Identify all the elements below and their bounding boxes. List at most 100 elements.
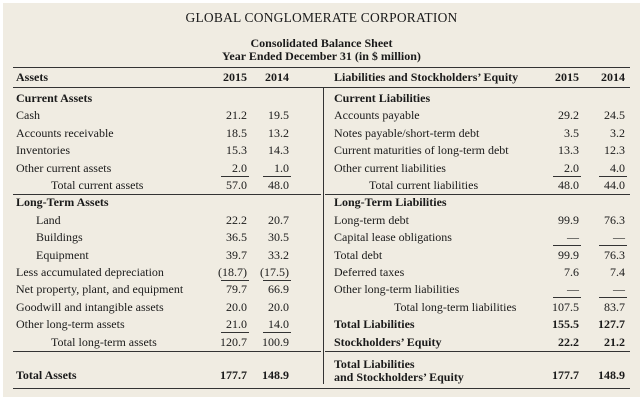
liability-value-2015: — xyxy=(567,282,579,297)
liability-value-2014: — xyxy=(613,230,625,245)
asset-row: Less accumulated depreciation (18.7) (17.5… xyxy=(3,264,640,280)
asset-value-2015: 18.5 xyxy=(226,125,247,140)
total-liab-equity-2014: 148.9 xyxy=(598,368,625,382)
asset-row: Long-Term Assets xyxy=(3,194,640,210)
column-divider xyxy=(323,88,324,384)
asset-value-2014: (17.5) xyxy=(260,265,289,279)
liability-value-2015: 2.0 xyxy=(564,160,579,175)
asset-value-2015: 79.7 xyxy=(226,282,247,297)
liability-row-label: Total long-term liabilities xyxy=(394,299,517,314)
footer-rule xyxy=(13,388,630,389)
liability-row-label: Total debt xyxy=(334,247,383,262)
liability-row-label: Current Liabilities xyxy=(334,91,431,105)
header-top-rule xyxy=(13,67,630,68)
liability-row-label: Total Liabilities xyxy=(334,317,415,332)
statement-title: Consolidated Balance Sheet xyxy=(250,36,393,50)
liability-row: Long-term debt 99.9 76.3 xyxy=(3,212,640,228)
asset-value-2015: 20.0 xyxy=(226,299,247,314)
asset-value-2015: 15.3 xyxy=(226,143,247,158)
balance-sheet: GLOBAL CONGLOMERATE CORPORATION Consolid… xyxy=(3,3,640,397)
asset-value-2014: 100.9 xyxy=(262,334,289,349)
liability-row: Capital lease obligations — — xyxy=(3,229,640,245)
asset-row: Other long-term assets 21.0 14.0 xyxy=(3,316,640,332)
liability-row: Total long-term liabilities 107.5 83.7 xyxy=(3,299,640,315)
asset-row-label: Total current assets xyxy=(51,178,144,192)
liab-year-2014: 2014 xyxy=(601,70,625,84)
liability-value-2014: 127.7 xyxy=(598,317,625,332)
liability-row-label: Total current liabilities xyxy=(369,178,479,192)
asset-row: Equipment 39.7 33.2 xyxy=(3,247,640,263)
asset-row: Goodwill and intangible assets 20.0 20.0 xyxy=(3,299,640,315)
liability-row: Accounts payable 29.2 24.5 xyxy=(3,107,640,123)
asset-value-2015: 57.0 xyxy=(226,178,247,192)
liability-value-2015: 99.9 xyxy=(558,212,579,227)
total-assets-label: Total Assets xyxy=(16,368,77,382)
liability-section-rule xyxy=(325,350,630,352)
asset-value-2015: 22.2 xyxy=(226,212,247,227)
liability-row-label: Stockholders’ Equity xyxy=(334,334,442,349)
liability-row: Notes payable/short-term debt 3.5 3.2 xyxy=(3,125,640,141)
asset-row: Current Assets xyxy=(3,90,640,106)
asset-value-2014: 1.0 xyxy=(274,160,289,175)
asset-value-2014: 48.0 xyxy=(268,178,289,192)
total-liab-equity-2015: 177.7 xyxy=(552,368,579,382)
liability-value-2014: 21.2 xyxy=(604,334,625,349)
asset-subtotal-underline xyxy=(263,332,291,334)
asset-subtotal-underline xyxy=(221,280,249,281)
liabilities-header: Liabilities and Stockholders’ Equity xyxy=(334,70,519,84)
liability-row-label: Accounts payable xyxy=(334,108,420,123)
liability-section-rule xyxy=(325,194,630,195)
liability-subtotal-underline xyxy=(599,175,627,177)
liability-row: Long-Term Liabilities xyxy=(3,194,640,210)
asset-value-2014: 14.0 xyxy=(268,317,289,332)
liability-value-2015: 155.5 xyxy=(552,317,579,332)
asset-value-2014: 19.5 xyxy=(268,108,289,123)
liability-row: Current Liabilities xyxy=(3,90,640,106)
asset-row: Other current assets 2.0 1.0 xyxy=(3,160,640,176)
liability-row: Total debt 99.9 76.3 xyxy=(3,247,640,263)
statement-period: Year Ended December 31 (in $ million) xyxy=(222,49,421,63)
asset-value-2015: 2.0 xyxy=(232,160,247,175)
asset-value-2015: 120.7 xyxy=(220,334,247,349)
asset-row-label: Net property, plant, and equipment xyxy=(16,282,184,297)
asset-value-2015: 36.5 xyxy=(226,230,247,245)
liab-year-2015: 2015 xyxy=(555,70,579,84)
liability-subtotal-underline xyxy=(553,175,581,177)
total-liab-equity-label-line2: and Stockholders’ Equity xyxy=(334,370,464,384)
assets-year-2014: 2014 xyxy=(265,70,289,84)
total-liab-equity-label-line1: Total Liabilities xyxy=(334,357,415,371)
asset-row-label: Cash xyxy=(16,108,40,123)
asset-value-2015: 21.2 xyxy=(226,108,247,123)
asset-row: Cash 21.2 19.5 xyxy=(3,107,640,123)
asset-row-label: Other current assets xyxy=(16,160,112,175)
company-title: GLOBAL CONGLOMERATE CORPORATION xyxy=(185,10,458,25)
asset-value-2014: 14.3 xyxy=(268,143,289,158)
asset-row: Inventories 15.3 14.3 xyxy=(3,142,640,158)
asset-subtotal-underline xyxy=(263,175,291,177)
liability-row: Other current liabilities 2.0 4.0 xyxy=(3,160,640,176)
asset-value-2015: (18.7) xyxy=(218,265,247,279)
header-bottom-rule xyxy=(13,87,630,88)
asset-row-label: Buildings xyxy=(36,230,83,245)
liability-value-2015: 7.6 xyxy=(564,265,579,279)
liability-value-2014: 44.0 xyxy=(604,178,625,192)
liability-value-2015: 3.5 xyxy=(564,125,579,140)
liability-subtotal-underline xyxy=(553,297,581,299)
liability-value-2014: 76.3 xyxy=(604,247,625,262)
asset-row: Accounts receivable 18.5 13.2 xyxy=(3,125,640,141)
liability-row-label: Other long-term liabilities xyxy=(334,282,460,297)
asset-subtotal-underline xyxy=(221,332,249,334)
asset-value-2014: 33.2 xyxy=(268,247,289,262)
liability-subtotal-underline xyxy=(599,297,627,299)
liability-row-label: Deferred taxes xyxy=(334,265,405,279)
asset-subtotal-underline xyxy=(263,280,291,281)
asset-row-label: Equipment xyxy=(36,247,89,262)
liability-row-label: Long-term debt xyxy=(334,212,409,227)
asset-row: Total long-term assets 120.7 100.9 xyxy=(3,334,640,350)
liability-value-2015: 13.3 xyxy=(558,143,579,158)
asset-row: Land 22.2 20.7 xyxy=(3,212,640,228)
asset-row: Net property, plant, and equipment 79.7 66… xyxy=(3,281,640,297)
asset-value-2015: 21.0 xyxy=(226,317,247,332)
liability-value-2015: 99.9 xyxy=(558,247,579,262)
liability-row-label: Long-Term Liabilities xyxy=(334,195,447,210)
